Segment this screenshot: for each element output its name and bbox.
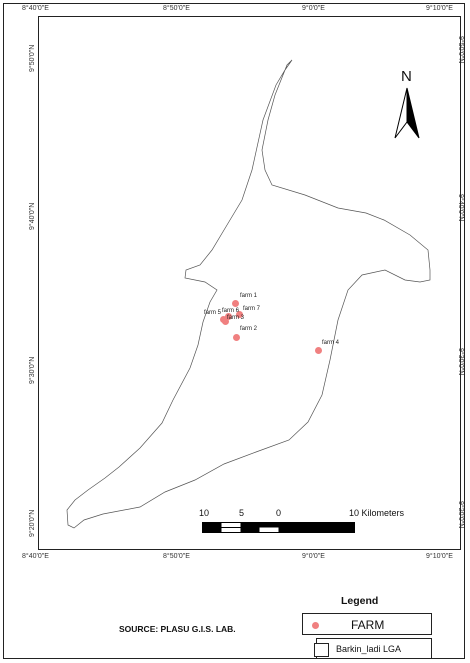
farm-label: farm 2 <box>240 326 258 332</box>
farm-label: farm 4 <box>322 340 340 346</box>
farm-point <box>235 310 243 318</box>
farm-point <box>231 299 239 307</box>
barkin-ladi-polygon <box>66 59 431 529</box>
north-label: N <box>401 68 412 85</box>
legend-item-lga: Barkin_ladi LGA <box>314 638 432 659</box>
map-frame <box>3 3 465 659</box>
scale-bar <box>202 522 355 533</box>
farm-point <box>224 312 232 320</box>
circle-point-icon <box>312 622 319 629</box>
scale-label: 10 Kilometers <box>349 508 405 518</box>
polygon-outline-icon <box>314 643 329 657</box>
farm-point <box>221 317 229 325</box>
legend-item-label: FARM <box>351 618 385 632</box>
legend-title: Legend <box>341 595 379 607</box>
legend-item-farm: FARM <box>302 613 432 635</box>
north-arrow-icon <box>394 87 420 139</box>
x-tick-top: 9°10'0"E <box>426 5 453 12</box>
x-tick-bottom: 9°10'0"E <box>426 553 453 560</box>
legend-item-label: Barkin_ladi LGA <box>336 644 402 654</box>
source-credit: SOURCE: PLASU G.I.S. LAB. <box>119 624 236 634</box>
farm-label: farm 5 <box>204 310 222 316</box>
x-tick-bottom: 8°40'0"E <box>22 553 49 560</box>
scale-label: 0 <box>276 508 282 518</box>
x-tick-top: 9°0'0"E <box>302 5 325 12</box>
x-tick-bottom: 9°0'0"E <box>302 553 325 560</box>
farm-label: farm 3 <box>227 315 245 321</box>
farm-label: farm 1 <box>240 293 258 299</box>
scale-label: 5 <box>239 508 245 518</box>
farm-point <box>314 346 322 354</box>
farm-label: farm 7 <box>243 306 261 312</box>
scale-label: 10 <box>199 508 210 518</box>
farm-label: farm 6 <box>222 308 240 314</box>
farm-point <box>232 333 240 341</box>
map-area <box>38 16 461 550</box>
x-tick-top: 8°40'0"E <box>22 5 49 12</box>
x-tick-top: 8°50'0"E <box>163 5 190 12</box>
x-tick-bottom: 8°50'0"E <box>163 553 190 560</box>
